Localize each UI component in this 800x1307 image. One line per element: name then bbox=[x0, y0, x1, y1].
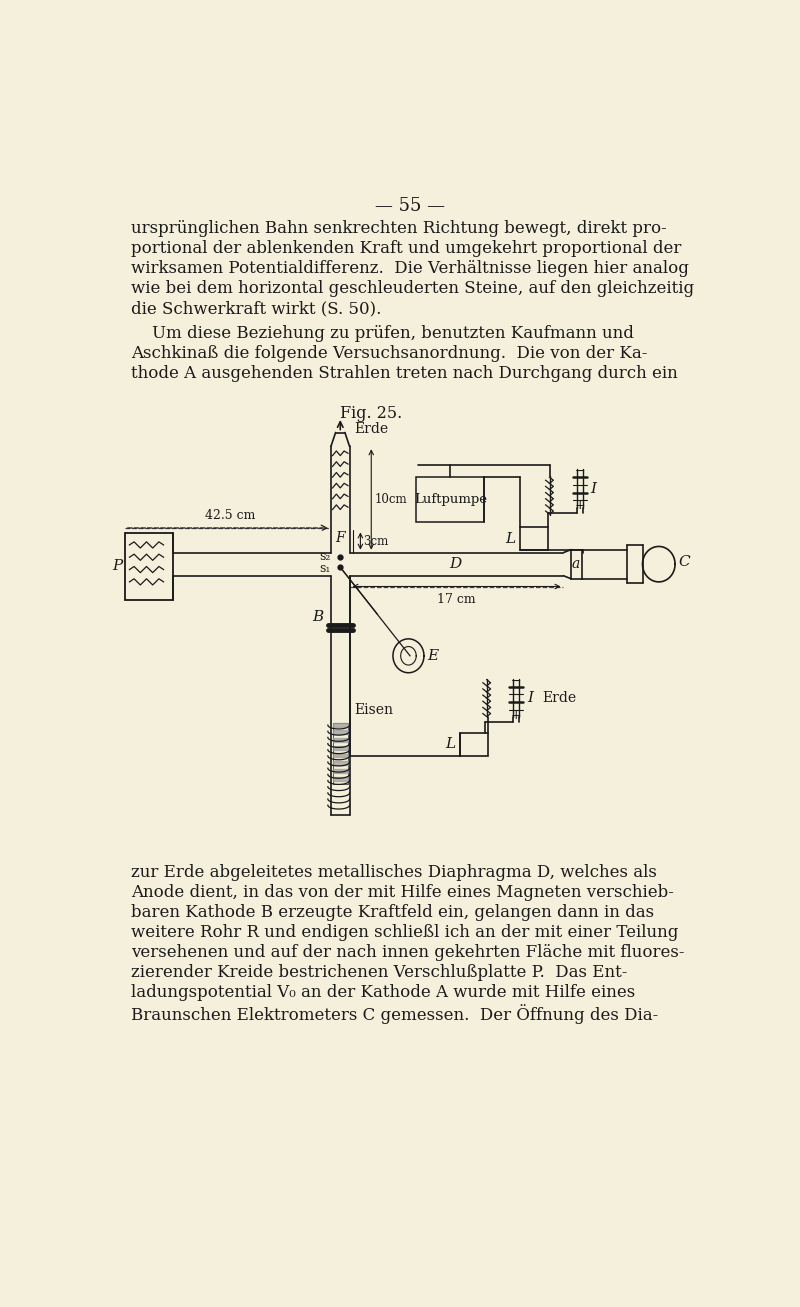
Text: thode A ausgehenden Strahlen treten nach Durchgang durch ein: thode A ausgehenden Strahlen treten nach… bbox=[131, 365, 678, 382]
Text: ladungspotential V₀ an der Kathode A wurde mit Hilfe eines: ladungspotential V₀ an der Kathode A wur… bbox=[131, 984, 635, 1001]
Text: +: + bbox=[511, 708, 522, 721]
Text: zur Erde abgeleitetes metallisches Diaphragma D, welches als: zur Erde abgeleitetes metallisches Diaph… bbox=[131, 864, 657, 881]
Text: wie bei dem horizontal geschleuderten Steine, auf den gleichzeitig: wie bei dem horizontal geschleuderten St… bbox=[131, 280, 694, 297]
Text: Erde: Erde bbox=[542, 691, 577, 706]
Bar bbox=[125, 532, 173, 600]
Text: D: D bbox=[449, 557, 461, 571]
Text: Erde: Erde bbox=[354, 422, 388, 435]
Text: I: I bbox=[527, 691, 533, 706]
Bar bbox=[333, 723, 348, 784]
Text: −: − bbox=[574, 465, 585, 478]
Text: −: − bbox=[511, 674, 522, 687]
Bar bbox=[416, 477, 485, 521]
Text: s₁: s₁ bbox=[318, 562, 330, 575]
Bar bbox=[520, 527, 548, 550]
Text: B: B bbox=[312, 610, 323, 625]
Text: portional der ablenkenden Kraft und umgekehrt proportional der: portional der ablenkenden Kraft und umge… bbox=[131, 240, 682, 257]
Text: F: F bbox=[335, 531, 345, 545]
Text: zierender Kreide bestrichenen Verschlußplatte P.  Das Ent-: zierender Kreide bestrichenen Verschlußp… bbox=[131, 963, 627, 980]
Text: P: P bbox=[112, 559, 122, 574]
Text: L: L bbox=[445, 737, 455, 752]
Text: Um diese Beziehung zu prüfen, benutzten Kaufmann und: Um diese Beziehung zu prüfen, benutzten … bbox=[131, 324, 634, 341]
Text: Aschkinaß die folgende Versuchsanordnung.  Die von der Ka-: Aschkinaß die folgende Versuchsanordnung… bbox=[131, 345, 647, 362]
Text: E: E bbox=[427, 648, 438, 663]
Text: weitere Rohr R und endigen schließl ich an der mit einer Teilung: weitere Rohr R und endigen schließl ich … bbox=[131, 924, 678, 941]
Text: 3cm: 3cm bbox=[362, 535, 388, 548]
Text: C: C bbox=[678, 555, 690, 569]
Text: wirksamen Potentialdifferenz.  Die Verhältnisse liegen hier analog: wirksamen Potentialdifferenz. Die Verhäl… bbox=[131, 260, 689, 277]
Text: a: a bbox=[572, 557, 580, 571]
Text: Braunschen Elektrometers C gemessen.  Der Öffnung des Dia-: Braunschen Elektrometers C gemessen. Der… bbox=[131, 1004, 658, 1023]
Text: — 55 —: — 55 — bbox=[375, 197, 445, 214]
Text: 17 cm: 17 cm bbox=[437, 592, 476, 605]
Text: die Schwerkraft wirkt (S. 50).: die Schwerkraft wirkt (S. 50). bbox=[131, 301, 382, 318]
Text: baren Kathode B erzeugte Kraftfeld ein, gelangen dann in das: baren Kathode B erzeugte Kraftfeld ein, … bbox=[131, 903, 654, 920]
Text: Luftpumpe: Luftpumpe bbox=[414, 493, 486, 506]
Text: 42.5 cm: 42.5 cm bbox=[205, 508, 255, 521]
Text: Eisen: Eisen bbox=[354, 703, 394, 716]
Text: s₂: s₂ bbox=[318, 550, 330, 563]
Text: I: I bbox=[590, 482, 597, 495]
Text: +: + bbox=[574, 499, 585, 512]
Text: Anode dient, in das von der mit Hilfe eines Magneten verschieb-: Anode dient, in das von der mit Hilfe ei… bbox=[131, 884, 674, 901]
Text: versehenen und auf der nach innen gekehrten Fläche mit fluores-: versehenen und auf der nach innen gekehr… bbox=[131, 944, 685, 961]
Text: ursprünglichen Bahn senkrechten Richtung bewegt, direkt pro-: ursprünglichen Bahn senkrechten Richtung… bbox=[131, 220, 666, 237]
Text: Fig. 25.: Fig. 25. bbox=[340, 405, 402, 422]
Text: 10cm: 10cm bbox=[374, 493, 407, 506]
Text: L: L bbox=[506, 532, 515, 546]
Bar bbox=[459, 733, 487, 755]
